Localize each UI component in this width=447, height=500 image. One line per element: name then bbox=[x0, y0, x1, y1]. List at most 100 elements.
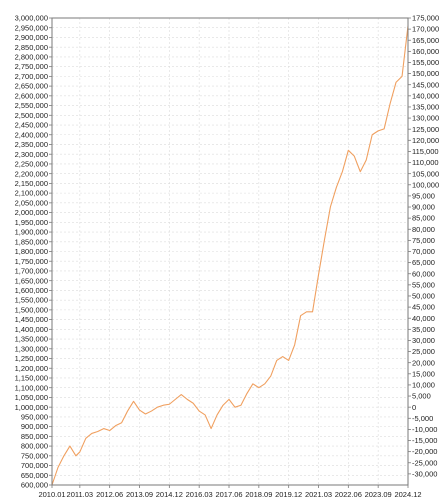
right-tick-label: 65,000 bbox=[412, 258, 435, 267]
right-tick-label: 75,000 bbox=[412, 236, 435, 245]
left-tick-label: 1,900,000 bbox=[15, 228, 48, 237]
right-tick-label: 90,000 bbox=[412, 203, 435, 212]
right-tick-label: 10,000 bbox=[412, 381, 435, 390]
right-tick-label: 20,000 bbox=[412, 358, 435, 367]
x-tick-label: 2013.09 bbox=[126, 490, 153, 499]
left-tick-label: 650,000 bbox=[21, 471, 48, 480]
right-tick-label: 50,000 bbox=[412, 292, 435, 301]
right-tick-label: 80,000 bbox=[412, 225, 435, 234]
left-tick-label: 2,850,000 bbox=[15, 43, 48, 52]
left-tick-label: 2,550,000 bbox=[15, 101, 48, 110]
left-tick-label: 1,600,000 bbox=[15, 286, 48, 295]
left-tick-label: 700,000 bbox=[21, 461, 48, 470]
left-tick-label: 1,450,000 bbox=[15, 315, 48, 324]
left-tick-label: 1,350,000 bbox=[15, 335, 48, 344]
left-tick-label: 850,000 bbox=[21, 432, 48, 441]
left-tick-label: 2,950,000 bbox=[15, 23, 48, 32]
x-tick-label: 2022.06 bbox=[335, 490, 362, 499]
left-tick-label: 1,150,000 bbox=[15, 374, 48, 383]
right-tick-label: 130,000 bbox=[412, 114, 439, 123]
left-tick-label: 900,000 bbox=[21, 422, 48, 431]
left-tick-label: 1,850,000 bbox=[15, 237, 48, 246]
right-tick-label: 145,000 bbox=[412, 80, 439, 89]
right-tick-label: 95,000 bbox=[412, 192, 435, 201]
left-tick-label: 2,000,000 bbox=[15, 208, 48, 217]
left-tick-label: 800,000 bbox=[21, 442, 48, 451]
left-tick-label: 1,750,000 bbox=[15, 257, 48, 266]
right-tick-label: 110,000 bbox=[412, 158, 439, 167]
x-tick-label: 2016.03 bbox=[186, 490, 213, 499]
left-tick-label: 2,350,000 bbox=[15, 140, 48, 149]
series-line bbox=[51, 25, 409, 486]
right-tick-label: 170,000 bbox=[412, 25, 439, 34]
right-tick-label: 125,000 bbox=[412, 125, 439, 134]
right-tick-label: 70,000 bbox=[412, 247, 435, 256]
left-tick-label: 2,050,000 bbox=[15, 198, 48, 207]
right-tick-label: 175,000 bbox=[412, 14, 439, 23]
left-tick-label: 1,050,000 bbox=[15, 393, 48, 402]
left-tick-label: 1,650,000 bbox=[15, 276, 48, 285]
left-tick-label: 2,800,000 bbox=[15, 53, 48, 62]
right-tick-label: 150,000 bbox=[412, 69, 439, 78]
left-tick-label: 2,400,000 bbox=[15, 130, 48, 139]
right-tick-label: 5,000 bbox=[412, 392, 431, 401]
x-tick-label: 2021.03 bbox=[305, 490, 332, 499]
left-tick-label: 2,250,000 bbox=[15, 160, 48, 169]
series-layer bbox=[51, 25, 409, 486]
right-tick-label: 120,000 bbox=[412, 136, 439, 145]
left-tick-label: 2,150,000 bbox=[15, 179, 48, 188]
right-tick-label: -15,000 bbox=[412, 436, 437, 445]
x-tick-label: 2017.06 bbox=[215, 490, 242, 499]
right-tick-label: 40,000 bbox=[412, 314, 435, 323]
right-tick-label: 155,000 bbox=[412, 58, 439, 67]
right-tick-label: 55,000 bbox=[412, 280, 435, 289]
right-tick-label: 45,000 bbox=[412, 303, 435, 312]
left-tick-label: 1,250,000 bbox=[15, 354, 48, 363]
x-tick-label: 2024.12 bbox=[394, 490, 421, 499]
x-tick-label: 2019.12 bbox=[275, 490, 302, 499]
left-tick-label: 2,750,000 bbox=[15, 62, 48, 71]
plot-frame bbox=[51, 17, 409, 486]
right-tick-label: -30,000 bbox=[412, 469, 437, 478]
x-tick-label: 2023.09 bbox=[365, 490, 392, 499]
right-tick-label: 35,000 bbox=[412, 325, 435, 334]
grid-layer bbox=[51, 17, 409, 486]
right-tick-label: 105,000 bbox=[412, 169, 439, 178]
right-tick-label: 160,000 bbox=[412, 47, 439, 56]
left-tick-label: 1,700,000 bbox=[15, 267, 48, 276]
left-tick-label: 750,000 bbox=[21, 451, 48, 460]
x-tick-label: 2011.03 bbox=[67, 490, 94, 499]
right-tick-label: 30,000 bbox=[412, 336, 435, 345]
left-tick-label: 1,500,000 bbox=[15, 305, 48, 314]
right-y-axis: -30,000 -25,000 -20,000 -15,000 -10,000 -5,00… bbox=[408, 14, 439, 478]
left-tick-label: 1,950,000 bbox=[15, 218, 48, 227]
left-tick-label: 1,300,000 bbox=[15, 344, 48, 353]
right-tick-label: 165,000 bbox=[412, 36, 439, 45]
left-tick-label: 2,500,000 bbox=[15, 111, 48, 120]
right-tick-label: 85,000 bbox=[412, 214, 435, 223]
left-tick-label: 3,000,000 bbox=[15, 14, 48, 23]
left-tick-label: 1,100,000 bbox=[15, 383, 48, 392]
left-tick-label: 2,700,000 bbox=[15, 72, 48, 81]
left-tick-label: 2,100,000 bbox=[15, 189, 48, 198]
left-tick-label: 600,000 bbox=[21, 481, 48, 490]
x-tick-label: 2010.01 bbox=[38, 490, 65, 499]
x-tick-label: 2014.12 bbox=[156, 490, 183, 499]
left-tick-label: 1,400,000 bbox=[15, 325, 48, 334]
right-tick-label: -10,000 bbox=[412, 425, 437, 434]
x-axis: 2010.01 2011.03 2012.06 2013.09 2014.12 2016.… bbox=[38, 485, 422, 499]
left-tick-label: 2,200,000 bbox=[15, 169, 48, 178]
right-tick-label: 0 bbox=[412, 403, 416, 412]
left-tick-label: 1,200,000 bbox=[15, 364, 48, 373]
left-tick-label: 2,300,000 bbox=[15, 150, 48, 159]
right-tick-label: 100,000 bbox=[412, 180, 439, 189]
left-tick-label: 1,800,000 bbox=[15, 247, 48, 256]
right-tick-label: -20,000 bbox=[412, 447, 437, 456]
right-tick-label: -5,000 bbox=[412, 414, 433, 423]
left-tick-label: 2,900,000 bbox=[15, 33, 48, 42]
right-tick-label: -25,000 bbox=[412, 458, 437, 467]
left-tick-label: 2,450,000 bbox=[15, 121, 48, 130]
left-tick-label: 2,600,000 bbox=[15, 91, 48, 100]
